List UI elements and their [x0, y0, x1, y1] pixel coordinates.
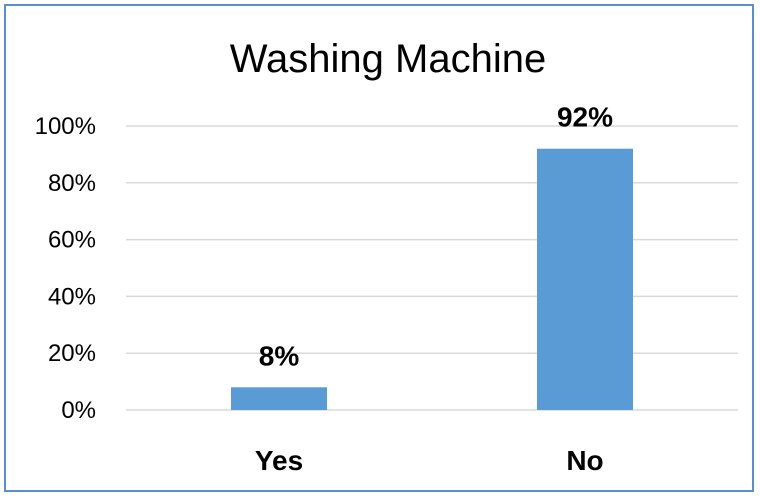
- bar-yes: [231, 387, 327, 410]
- bars: [231, 148, 633, 410]
- y-tick-label: 80%: [48, 170, 96, 197]
- grid-lines: [126, 125, 738, 411]
- data-label-no: 92%: [557, 102, 613, 133]
- y-tick-label: 60%: [48, 227, 96, 254]
- category-label-yes: Yes: [255, 445, 303, 476]
- chart-title: Washing Machine: [230, 37, 546, 81]
- y-tick-label: 20%: [48, 340, 96, 367]
- y-tick-label: 0%: [61, 397, 96, 424]
- bar-no: [537, 148, 633, 410]
- category-label-no: No: [566, 445, 603, 476]
- data-labels: 8% 92%: [259, 102, 613, 372]
- x-axis-categories: Yes No: [255, 445, 604, 476]
- data-label-yes: 8%: [259, 340, 300, 371]
- y-tick-label: 100%: [35, 113, 96, 140]
- y-tick-label: 40%: [48, 283, 96, 310]
- y-axis-ticks: 0% 20% 40% 60% 80% 100%: [35, 113, 96, 424]
